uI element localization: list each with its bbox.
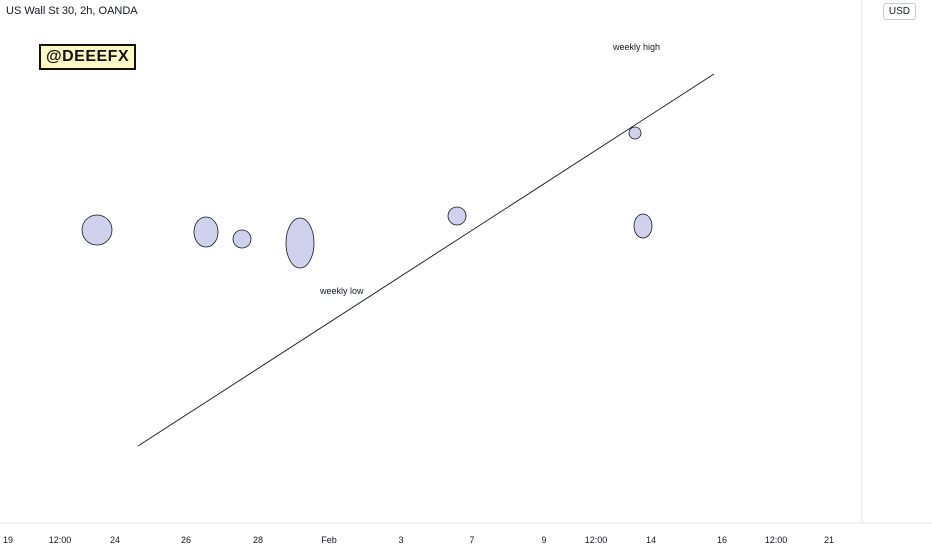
watermark-label: @DEEEFX: [39, 44, 137, 70]
chart-header: US Wall St 30, 2h, OANDA: [6, 5, 138, 17]
time-tick-label: 12:00: [765, 535, 788, 545]
time-tick-label: 21: [824, 535, 834, 545]
time-tick-label: 7: [469, 535, 474, 545]
highlight-circle: [447, 206, 467, 226]
time-tick-label: 28: [253, 535, 263, 545]
currency-button[interactable]: USD: [882, 3, 916, 20]
highlight-circle: [232, 229, 252, 249]
time-axis[interactable]: 19 12:00 24 26 28 Feb 3 7 9 12:00 14 16 12:00 21: [3, 535, 834, 545]
time-tick-label: 9: [541, 535, 546, 545]
trendline: [137, 73, 715, 447]
highlight-circle: [193, 216, 219, 248]
highlight-circle: [633, 213, 653, 239]
time-tick-label: 12:00: [585, 535, 608, 545]
time-tick-label: 16: [717, 535, 727, 545]
drawings-group: [81, 73, 715, 447]
highlight-circle: [81, 214, 113, 246]
time-tick-label: 24: [110, 535, 120, 545]
annotation-weekly-low: weekly low: [319, 286, 364, 296]
time-tick-label: 3: [398, 535, 403, 545]
time-tick-label: 12:00: [49, 535, 72, 545]
time-tick-label: 19: [3, 535, 13, 545]
highlight-circle: [285, 217, 315, 269]
annotation-weekly-high: weekly high: [612, 42, 660, 52]
time-tick-label: Feb: [321, 535, 337, 545]
highlight-circle: [628, 126, 642, 140]
time-tick-label: 14: [646, 535, 656, 545]
time-tick-label: 26: [181, 535, 191, 545]
